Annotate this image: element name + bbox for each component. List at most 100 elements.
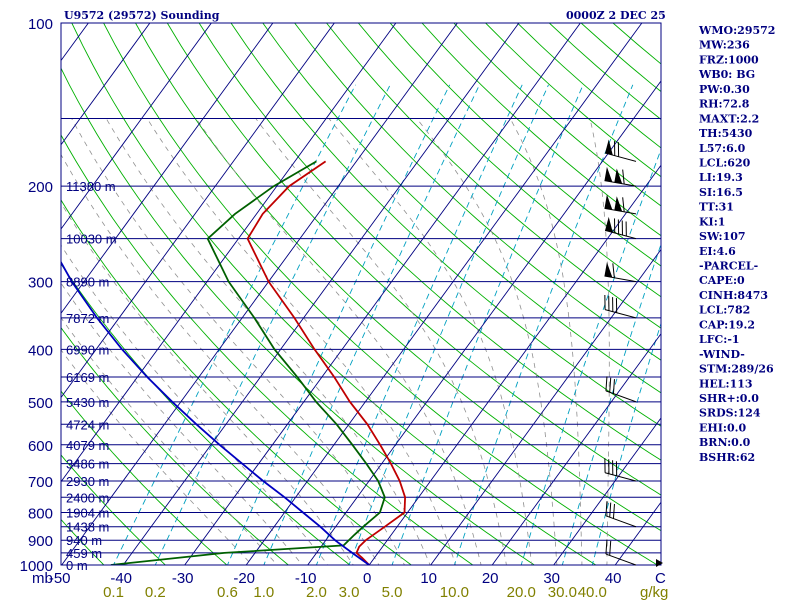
dry-adiabat — [71, 23, 597, 565]
dewpoint-trace — [110, 160, 386, 565]
pressure-tick-label: 800 — [28, 505, 53, 522]
isotherm — [307, 80, 661, 565]
isotherm — [61, 23, 274, 314]
wind-barb-staff — [605, 553, 637, 566]
dry-adiabat — [61, 454, 166, 565]
dry-adiabat — [166, 23, 661, 496]
height-label: 4724 m — [66, 417, 109, 432]
index-line: LCL:782 — [699, 304, 750, 317]
pressure-tick-label: 100 — [28, 16, 53, 33]
dry-adiabat — [198, 23, 661, 461]
dry-adiabat — [357, 23, 661, 298]
index-line: CAPE:0 — [699, 274, 745, 287]
parcel-trace — [61, 260, 370, 565]
wind-barb-pennant — [604, 262, 613, 278]
dry-adiabat — [61, 263, 351, 565]
height-label: 1438 m — [66, 520, 109, 535]
height-label: 10030 m — [66, 232, 117, 247]
chart-time: 0000Z 2 DEC 25 — [566, 9, 666, 22]
index-line: WMO:29572 — [698, 24, 775, 37]
dry-adiabat — [262, 23, 661, 394]
mixing-ratio-label: 0.6 — [217, 584, 238, 600]
chart-traces — [61, 160, 407, 565]
pressure-tick-label: 600 — [28, 438, 53, 455]
wind-barb-staff — [605, 390, 637, 403]
isotherm — [184, 23, 581, 565]
index-line: WB0: BG — [698, 68, 755, 81]
pressure-tick-label: 1000 — [20, 558, 53, 575]
index-line: PW:0.30 — [699, 83, 750, 96]
mixing-ratio-line — [561, 243, 661, 565]
isotherm — [368, 164, 661, 565]
wind-barb-feather — [609, 377, 612, 393]
temperature-tick-label: 40 — [605, 570, 622, 587]
index-line: SRDS:124 — [699, 407, 761, 420]
wind-barb-feather — [612, 379, 615, 394]
isotherm — [122, 23, 520, 565]
wind-barb-pennant — [614, 196, 623, 212]
height-label: 0 m — [66, 558, 88, 573]
wind-barb-feather — [605, 501, 608, 516]
mixing-ratio-line — [348, 84, 549, 565]
mixing-ratio-line — [113, 84, 356, 565]
wind-barb-staff — [604, 309, 637, 319]
mixing-ratio-label: 3.0 — [339, 584, 360, 600]
wind-barb-feather — [609, 502, 612, 518]
plot-frame — [60, 22, 662, 566]
wind-barb-feather — [605, 376, 608, 391]
pressure-tick-label: 500 — [28, 395, 53, 412]
height-label: 459 m — [66, 546, 102, 561]
dry-adiabat — [294, 23, 661, 361]
mixing-ratio-label: 30.0 — [548, 584, 577, 600]
index-line: LFC:-1 — [699, 333, 740, 346]
height-label: 3486 m — [66, 457, 109, 472]
index-line: EHI:0.0 — [699, 421, 746, 434]
mixing-ratio-line — [315, 84, 523, 565]
isotherm — [61, 23, 151, 146]
height-label: 6990 m — [66, 342, 109, 357]
wind-barb-pennant — [604, 166, 613, 182]
dry-adiabat — [61, 199, 413, 565]
dry-adiabat — [135, 23, 661, 532]
wind-barb-staff — [605, 515, 637, 528]
temperature-tick-label: 0 — [363, 570, 371, 587]
dry-adiabat — [326, 23, 661, 329]
mixing-ratio-line — [263, 84, 480, 565]
mixing-ratio-label: 40.0 — [578, 584, 607, 600]
index-line: L57:6.0 — [699, 142, 746, 155]
index-line: STM:289/26 — [699, 363, 774, 376]
height-label: 2400 m — [66, 490, 109, 505]
index-line: CINH:8473 — [699, 289, 768, 302]
index-line: TT:31 — [699, 201, 734, 214]
wind-barb-pennant — [605, 216, 613, 233]
temperature-trace — [246, 160, 407, 565]
index-line: SI:16.5 — [699, 186, 743, 199]
pressure-tick-label: 200 — [28, 179, 53, 196]
temperature-tick-label: -50 — [49, 570, 71, 587]
pressure-tick-label: 400 — [28, 342, 53, 359]
mixing-ratio-label: 1.0 — [253, 584, 274, 600]
isotherm — [61, 23, 458, 565]
index-line: KI:1 — [699, 215, 725, 228]
dry-adiabat — [389, 23, 661, 267]
isotherm — [553, 417, 661, 565]
wind-barb-feather — [612, 503, 615, 519]
height-label: 1904 m — [66, 505, 109, 520]
index-line: EI:4.6 — [699, 245, 736, 258]
mixing-ratio-line — [227, 84, 451, 565]
height-label: 2930 m — [66, 474, 109, 489]
mixing-ratio-label: 0.1 — [103, 584, 124, 600]
height-label: 6169 m — [66, 370, 109, 385]
mixing-ratio-line — [520, 148, 661, 565]
wind-barb-feather — [605, 539, 608, 555]
temperature-tick-label: 30 — [543, 570, 560, 587]
wind-barb-feather — [609, 540, 612, 556]
chart-title: U9572 (29572) Sounding — [64, 9, 220, 22]
isotherm — [61, 23, 397, 483]
temperature-tick-label: -40 — [110, 570, 132, 587]
temperature-unit-label: C — [655, 570, 666, 587]
wind-barb-pennant — [604, 194, 613, 210]
dry-adiabat — [61, 326, 290, 565]
dry-adiabat — [61, 134, 474, 565]
